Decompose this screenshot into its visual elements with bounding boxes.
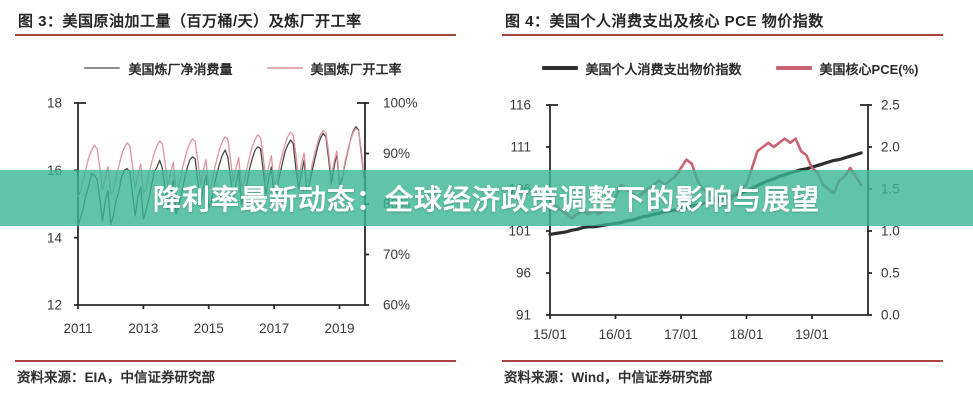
y-left-tick-label: 116	[509, 98, 531, 113]
legend-item: 美国炼厂净消费量	[84, 59, 233, 78]
y-right-tick-label: 2.0	[881, 140, 900, 155]
y-right-tick-label: 90%	[383, 146, 410, 161]
y-left-tick-label: 111	[510, 140, 531, 155]
figure-3-title: 图 3：美国原油加工量（百万桶/天）及炼厂开工率	[18, 13, 362, 30]
x-tick-label: 2011	[63, 321, 92, 336]
y-right-tick-label: 60%	[383, 298, 410, 313]
x-tick-label: 18/01	[730, 327, 764, 342]
figure-4-panel: 图 4：美国个人消费支出及核心 PCE 物价指数 美国个人消费支出物价指数 美国…	[487, 0, 973, 400]
legend-line-swatch	[541, 66, 578, 70]
y-right-tick-label: 70%	[383, 247, 410, 262]
figure-4-source: 资料来源：Wind，中信证券研究部	[504, 370, 713, 385]
figure-3-legend: 美国炼厂净消费量 美国炼厂开工率	[0, 58, 486, 78]
series-line	[77, 127, 365, 198]
figure-3-panel: 图 3：美国原油加工量（百万桶/天）及炼厂开工率 美国炼厂净消费量 美国炼厂开工…	[0, 0, 486, 400]
y-left-tick-label: 14	[47, 230, 63, 245]
x-tick-label: 2017	[259, 321, 289, 336]
figure-4-source-rule	[502, 360, 943, 362]
legend-item: 美国个人消费支出物价指数	[541, 59, 742, 78]
y-right-tick-label: 2.5	[881, 98, 900, 113]
legend-line-swatch	[84, 67, 121, 69]
y-left-tick-label: 101	[508, 224, 531, 239]
legend-line-swatch	[266, 67, 303, 69]
legend-label: 美国个人消费支出物价指数	[585, 61, 742, 77]
y-right-tick-label: 0.5	[881, 266, 900, 281]
legend-label: 美国炼厂开工率	[310, 61, 402, 77]
legend-label: 美国核心PCE(%)	[819, 61, 919, 77]
legend-item: 美国炼厂开工率	[266, 59, 402, 78]
y-right-tick-label: 100%	[383, 96, 418, 111]
x-tick-label: 2019	[324, 321, 354, 336]
y-left-tick-label: 96	[516, 266, 531, 281]
headline-banner-overlay: 降利率最新动态：全球经济政策调整下的影响与展望	[0, 170, 973, 226]
legend-item: 美国核心PCE(%)	[775, 59, 919, 78]
y-right-tick-label: 0.0	[881, 308, 900, 323]
y-left-tick-label: 18	[47, 96, 62, 111]
x-tick-label: 19/01	[795, 327, 829, 342]
figure-4-title-rule	[502, 34, 943, 36]
x-tick-label: 16/01	[599, 327, 633, 342]
headline-text: 降利率最新动态：全球经济政策调整下的影响与展望	[152, 184, 820, 215]
legend-line-swatch	[775, 66, 812, 70]
x-tick-label: 15/01	[533, 327, 567, 342]
series-line	[77, 125, 365, 227]
y-left-tick-label: 12	[47, 298, 62, 313]
x-tick-label: 2013	[128, 321, 158, 336]
x-tick-label: 2015	[194, 321, 224, 336]
y-right-tick-label: 1.0	[881, 224, 900, 239]
x-tick-label: 17/01	[664, 327, 698, 342]
figure-3-title-rule	[15, 34, 456, 36]
figure-3-source: 资料来源：EIA，中信证券研究部	[17, 370, 216, 385]
figure-4-title: 图 4：美国个人消费支出及核心 PCE 物价指数	[505, 13, 824, 30]
legend-label: 美国炼厂净消费量	[128, 61, 233, 77]
y-left-tick-label: 91	[516, 308, 531, 323]
figure-4-legend: 美国个人消费支出物价指数 美国核心PCE(%)	[487, 58, 973, 78]
figure-3-source-rule	[15, 360, 456, 362]
